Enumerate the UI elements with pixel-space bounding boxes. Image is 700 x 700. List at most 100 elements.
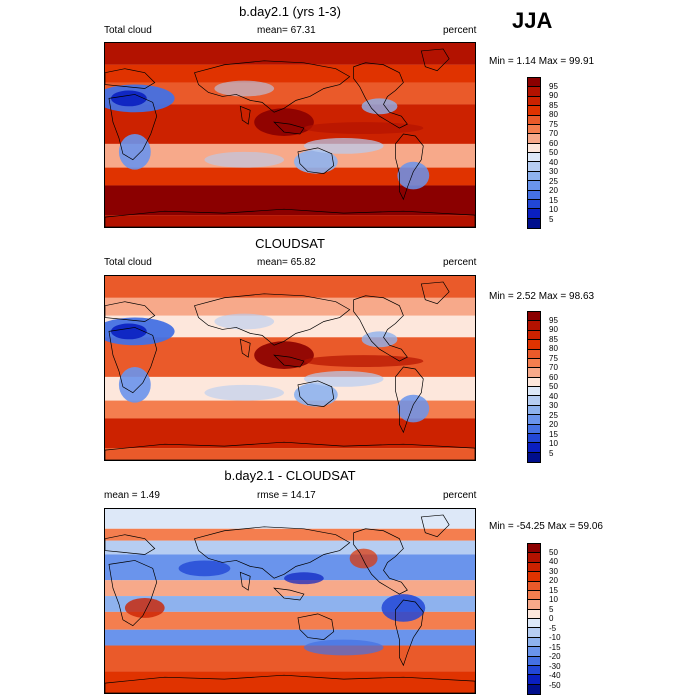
- colorbar-swatch: [528, 572, 540, 582]
- colorbar-swatch: [528, 562, 540, 573]
- colorbar-tick-label: 95: [549, 315, 558, 325]
- colorbar-tick-label: 90: [549, 325, 558, 334]
- coastline: [420, 514, 450, 538]
- panel-2-colorbar: [527, 311, 541, 463]
- coastline: [395, 366, 424, 434]
- colorbar-swatch: [528, 415, 540, 425]
- colorbar-swatch: [528, 96, 540, 107]
- colorbar-swatch: [528, 396, 540, 406]
- colorbar-swatch: [528, 368, 540, 378]
- coastline: [194, 293, 351, 346]
- coastline: [395, 133, 424, 201]
- colorbar-tick-label: -50: [549, 680, 561, 690]
- coastline: [297, 380, 335, 407]
- colorbar-swatch: [528, 619, 540, 629]
- colorbar-tick-label: 15: [549, 585, 558, 595]
- colorbar-tick-label: -5: [549, 623, 557, 633]
- panel-3-minmax: Min = -54.25 Max = 59.06: [489, 521, 603, 532]
- colorbar-swatch: [528, 87, 540, 97]
- coastline: [105, 208, 475, 227]
- colorbar-swatch: [528, 162, 540, 172]
- coastline: [420, 281, 450, 305]
- colorbar-tick-label: 40: [549, 157, 558, 167]
- coastline: [194, 526, 351, 579]
- colorbar-swatch: [528, 387, 540, 397]
- coastline: [273, 121, 305, 135]
- colorbar-swatch: [528, 358, 540, 369]
- panel-3-left-label: mean = 1.49: [104, 490, 160, 501]
- coastline: [420, 48, 450, 72]
- colorbar-tick-label: 20: [549, 186, 558, 195]
- coastline: [395, 599, 424, 667]
- colorbar-tick-label: 50: [549, 547, 558, 557]
- colorbar-swatch: [528, 349, 540, 359]
- colorbar-swatch: [528, 134, 540, 144]
- coastline: [108, 94, 158, 161]
- coastline: [239, 338, 251, 358]
- panel-3-right-label: percent: [443, 490, 477, 501]
- colorbar-swatch: [528, 452, 540, 462]
- coastline: [105, 441, 475, 460]
- panel-1-map: [104, 42, 476, 228]
- colorbar-tick-label: 70: [549, 363, 558, 372]
- colorbar-tick-label: 75: [549, 353, 558, 363]
- colorbar-tick-label: 10: [549, 595, 558, 604]
- colorbar-tick-label: -15: [549, 642, 561, 652]
- coastline: [108, 327, 158, 394]
- colorbar-tick-label: 60: [549, 372, 558, 382]
- colorbar-tick-label: -20: [549, 652, 561, 661]
- colorbar-tick-label: 10: [549, 439, 558, 448]
- colorbar-swatch: [528, 637, 540, 648]
- colorbar-swatch: [528, 340, 540, 350]
- colorbar-swatch: [528, 321, 540, 331]
- colorbar-swatch: [528, 675, 540, 685]
- colorbar-tick-label: 50: [549, 382, 558, 391]
- panel-3-map-svg: [105, 509, 475, 693]
- colorbar-swatch: [528, 433, 540, 444]
- panel-2-left-label: Total cloud: [104, 257, 152, 268]
- colorbar-swatch: [528, 209, 540, 219]
- colorbar-swatch: [528, 153, 540, 163]
- coastline: [105, 534, 156, 555]
- colorbar-swatch: [528, 181, 540, 191]
- colorbar-swatch: [528, 628, 540, 638]
- colorbar-swatch: [528, 424, 540, 434]
- colorbar-tick-label: 60: [549, 138, 558, 148]
- colorbar-swatch: [528, 609, 540, 619]
- colorbar-swatch: [528, 171, 540, 182]
- colorbar-tick-label: 5: [549, 448, 554, 458]
- colorbar-tick-label: 20: [549, 576, 558, 585]
- colorbar-tick-label: 80: [549, 344, 558, 353]
- coastline: [297, 613, 335, 640]
- colorbar-swatch: [528, 553, 540, 563]
- colorbar-tick-label: 25: [549, 176, 558, 186]
- panel-3-center-label: rmse = 14.17: [257, 490, 316, 501]
- colorbar-swatch: [528, 405, 540, 416]
- colorbar-swatch: [528, 581, 540, 591]
- coastline: [239, 105, 251, 125]
- panel-3-title: b.day2.1 - CLOUDSAT: [224, 468, 356, 483]
- panel-1-map-svg: [105, 43, 475, 227]
- colorbar-swatch: [528, 218, 540, 228]
- panel-2-map-svg: [105, 276, 475, 460]
- colorbar-swatch: [528, 544, 540, 554]
- colorbar-swatch: [528, 600, 540, 610]
- colorbar-tick-label: 10: [549, 205, 558, 214]
- colorbar-tick-label: 40: [549, 391, 558, 401]
- coastline: [105, 68, 156, 89]
- colorbar-swatch: [528, 199, 540, 210]
- colorbar-tick-label: 90: [549, 91, 558, 100]
- coastline: [105, 301, 156, 322]
- coastline: [194, 60, 351, 113]
- colorbar-swatch: [528, 330, 540, 341]
- colorbar-swatch: [528, 312, 540, 322]
- panel-1-title: b.day2.1 (yrs 1-3): [239, 4, 341, 19]
- colorbar-tick-label: 15: [549, 429, 558, 439]
- colorbar-tick-label: 20: [549, 420, 558, 429]
- panel-2-center-label: mean= 65.82: [257, 257, 316, 268]
- colorbar-swatch: [528, 647, 540, 657]
- coastline: [273, 354, 305, 368]
- season-label: JJA: [512, 8, 553, 33]
- panel-1-left-label: Total cloud: [104, 25, 152, 36]
- colorbar-swatch: [528, 106, 540, 116]
